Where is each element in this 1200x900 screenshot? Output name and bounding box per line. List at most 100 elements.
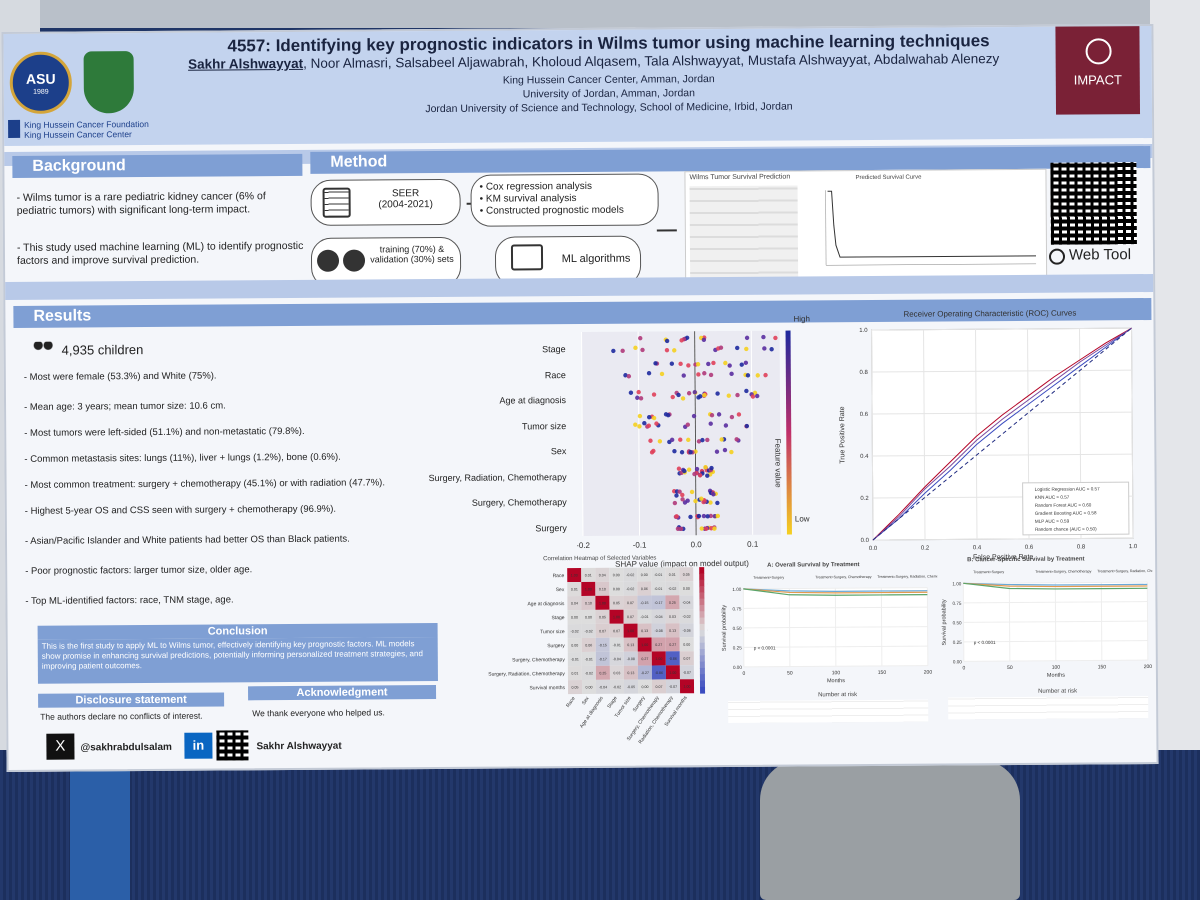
heatmap-value: -0.02: [668, 587, 676, 591]
shap-point: [708, 500, 713, 505]
shap-point: [705, 437, 710, 443]
km-y-tick: 0.75: [733, 606, 742, 611]
heatmap-value: -0.02: [682, 615, 690, 619]
shap-point: [678, 361, 683, 367]
heatmap-value: -0.17: [599, 657, 607, 661]
result-item-8: - Poor prognostic factors: larger tumor …: [25, 564, 253, 577]
heatmap-value: -0.02: [571, 630, 579, 634]
heatmap-value: -0.01: [613, 643, 621, 647]
heatmap-colorbar-tick: 0.75: [707, 581, 708, 586]
km-series-line: [963, 582, 1148, 590]
result-item-7: - Asian/Pacific Islander and White patie…: [24, 533, 350, 547]
shap-point: [665, 413, 671, 418]
km-series-line: [963, 582, 1148, 588]
km-series-line: [743, 588, 928, 592]
heatmap-value: 1.00: [585, 587, 592, 591]
x-twitter-icon[interactable]: X: [46, 733, 75, 760]
shap-point: [729, 449, 734, 455]
heatmap-value: -0.07: [683, 671, 691, 675]
heatmap-value: -0.01: [571, 658, 579, 662]
heatmap-colorbar-segment: [699, 579, 705, 587]
km-x-tick: 0: [743, 671, 746, 677]
acknowledgment-heading: Acknowledgment: [248, 685, 437, 701]
heatmap-colorbar-segment: [699, 674, 705, 682]
heatmap-cell: [609, 679, 625, 694]
heatmap-cell: [581, 651, 596, 666]
heatmap-value: 0.00: [571, 644, 578, 648]
analysis-item-models: • Constructed prognostic models: [479, 204, 624, 217]
analysis-models-label: Constructed prognostic models: [485, 204, 624, 217]
km-pvalue: p < 0.0001: [754, 645, 776, 650]
acknowledgment-text: We thank everyone who helped us.: [252, 707, 385, 719]
web-tool-form: [689, 185, 799, 285]
heatmap-colorbar-segment: [699, 617, 705, 625]
shap-point: [664, 338, 670, 344]
heatmap-row-label: Stage: [551, 615, 564, 621]
km-series-line: [963, 582, 1148, 586]
web-tool-qr-code[interactable]: [1050, 162, 1137, 245]
heatmap-value: 0.00: [571, 616, 578, 620]
heatmap-value: 0.00: [613, 587, 620, 591]
km-legend-entry: Treatment=Surgery, Radiation, Chemothera…: [1097, 569, 1153, 574]
heatmap-value: 0.10: [599, 587, 606, 591]
heatmap-cell: [637, 679, 653, 694]
shap-point: [745, 373, 751, 378]
roc-x-tick: 0.4: [973, 545, 982, 551]
twitter-handle[interactable]: @sakhrabdulsalam: [80, 741, 172, 754]
shap-point: [701, 513, 707, 519]
heatmap-cell: [679, 595, 694, 610]
shap-point: [696, 439, 702, 444]
heatmap-cell: [623, 679, 639, 694]
heatmap-cell: [609, 567, 624, 582]
heatmap-cell: [567, 651, 582, 667]
heatmap-cell: [595, 651, 610, 666]
shap-point: [706, 361, 711, 367]
shap-point: [626, 374, 632, 379]
km-b-title: B: Cancer-Specific Survival by Treatment: [967, 556, 1085, 564]
shap-point: [701, 337, 707, 342]
shap-plot-area: [581, 330, 781, 536]
shap-point: [636, 389, 641, 395]
linkedin-qr-code[interactable]: [216, 730, 249, 761]
shap-category-label: Race: [544, 369, 566, 380]
shap-point: [638, 396, 644, 401]
shap-point: [705, 514, 710, 519]
km-x-tick: 50: [787, 671, 793, 677]
heatmap-value: -0.04: [654, 615, 662, 619]
shap-point: [727, 363, 732, 368]
shap-point: [654, 421, 659, 426]
shap-point: [674, 514, 679, 519]
km-x-tick: 100: [832, 670, 841, 676]
km-series-line: [743, 588, 928, 594]
heatmap-value: -0.05: [627, 685, 635, 689]
heatmap-value: 0.25: [669, 601, 676, 605]
shap-point: [715, 391, 720, 396]
km-y-tick: 0.50: [733, 626, 742, 631]
heatmap-value: -0.04: [682, 601, 690, 605]
shap-point: [676, 466, 682, 471]
heatmap-value: -0.02: [613, 685, 621, 689]
shap-point: [712, 526, 717, 531]
heatmap-row-label: Surgery: [547, 643, 565, 649]
linkedin-icon[interactable]: in: [184, 732, 213, 759]
heatmap-cell: [637, 595, 652, 610]
km-gridline: [963, 601, 1148, 604]
heatmap-value: 0.10: [585, 601, 592, 605]
km-overall-survival-plot: Treatment=Surgery Treatment=Surgery, Chem…: [721, 574, 938, 684]
heatmap-value: -0.01: [640, 615, 648, 619]
heatmap-value: 0.07: [613, 629, 620, 633]
heatmap-cell: [623, 651, 638, 666]
km-b-risk-title: Number at risk: [1038, 688, 1078, 695]
disclosure-text: The authors declare no conflicts of inte…: [40, 710, 203, 722]
km-gridline: [963, 620, 1148, 623]
impact-logo: IMPACT: [1055, 26, 1141, 115]
shap-point: [750, 394, 756, 399]
people-group-icon-2: [342, 249, 366, 272]
arrow-right-icon-2: [656, 229, 677, 232]
shap-point: [703, 526, 709, 531]
shap-point: [679, 450, 685, 455]
roc-gridline: [872, 537, 1133, 541]
shap-point: [735, 392, 740, 398]
km-gridline: [743, 587, 928, 590]
heatmap-colorbar-segment: [700, 686, 706, 694]
